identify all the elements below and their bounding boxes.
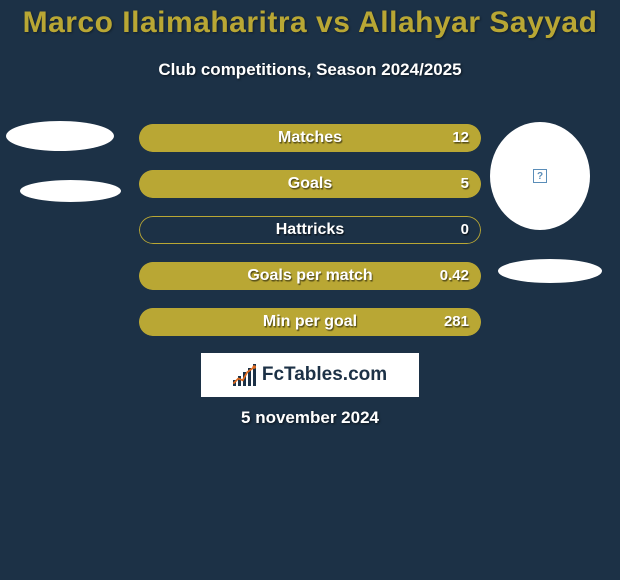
logo-bars-icon: [233, 364, 256, 386]
stat-row: Min per goal281: [139, 308, 481, 336]
avatar-placeholder-icon: ?: [533, 169, 547, 183]
fctables-logo: FcTables.com: [201, 353, 419, 397]
left-player-shadow-1: [6, 121, 114, 151]
stat-row: Goals per match0.42: [139, 262, 481, 290]
stat-label: Hattricks: [139, 216, 481, 244]
right-player-shadow: [498, 259, 602, 283]
stat-label: Goals per match: [139, 262, 481, 290]
stat-value: 5: [461, 170, 469, 198]
stat-row: Hattricks0: [139, 216, 481, 244]
right-player-avatar: ?: [490, 122, 590, 230]
stat-label: Min per goal: [139, 308, 481, 336]
stat-value: 0: [461, 216, 469, 244]
date-label: 5 november 2024: [0, 408, 620, 428]
stats-list: Matches12 Goals5 Hattricks0 Goals per match…: [139, 124, 481, 354]
stat-label: Goals: [139, 170, 481, 198]
stat-label: Matches: [139, 124, 481, 152]
logo-text: FcTables.com: [262, 364, 387, 386]
left-player-shadow-2: [20, 180, 121, 202]
comparison-card: Marco Ilaimaharitra vs Allahyar Sayyad C…: [0, 0, 620, 580]
page-title: Marco Ilaimaharitra vs Allahyar Sayyad: [0, 0, 620, 40]
stat-value: 281: [444, 308, 469, 336]
subtitle: Club competitions, Season 2024/2025: [0, 60, 620, 80]
stat-value: 12: [452, 124, 469, 152]
stat-row: Matches12: [139, 124, 481, 152]
stat-value: 0.42: [440, 262, 469, 290]
stat-row: Goals5: [139, 170, 481, 198]
